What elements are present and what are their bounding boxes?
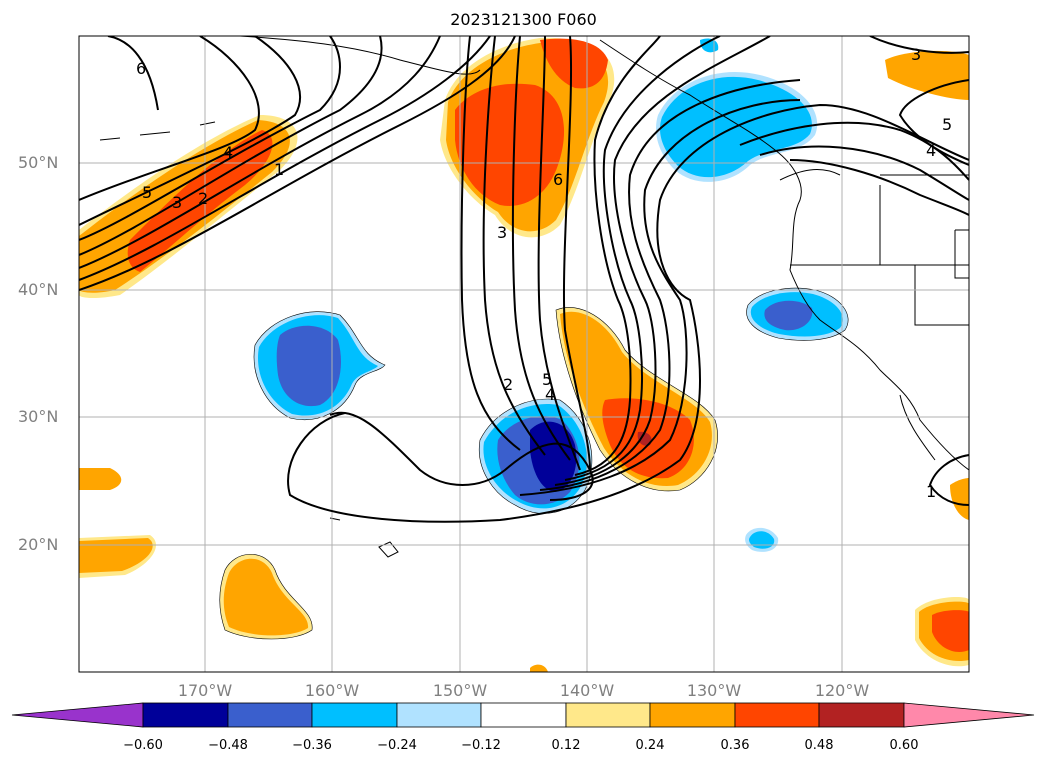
contour-label: 1 [274,160,284,179]
coastlines [99,36,969,558]
colorbar-tick-label: 0.12 [551,738,581,753]
colorbar-tick-label: 0.48 [804,738,834,753]
colorbar-segment [734,702,820,728]
latitude-label: 40°N [18,280,59,299]
longitude-label: 170°W [177,681,233,700]
colorbar-segment [396,702,482,728]
longitude-label: 120°W [814,681,870,700]
colorbar-tick-label: −0.48 [208,738,248,753]
anomaly-outlines [219,287,849,640]
contour-label: 4 [223,143,233,162]
contour-label: 6 [136,59,146,78]
graticule [79,36,969,672]
colorbar-tick-label: 0.24 [635,738,665,753]
contour-label: 1 [926,482,936,501]
colorbar-segment [480,702,567,728]
contour-label: 2 [503,375,513,394]
latitude-label: 30°N [18,407,59,426]
contour-label: 5 [542,370,552,389]
colorbar-tick-label: 0.36 [720,738,750,753]
map-frame [78,35,970,673]
colorbar-tick-label: −0.12 [461,738,501,753]
contour-label: 5 [142,183,152,202]
contour-label: 3 [497,223,507,242]
latitude-label: 20°N [18,535,59,554]
contour-label: 4 [545,385,555,404]
colorbar-segment [818,702,905,728]
colorbar-segment [311,702,398,728]
contour-label: 4 [926,141,936,160]
contour-labels: 6 5 4 3 2 1 3 6 3 2 5 4 3 5 4 1 [136,45,952,501]
colorbar-tick-label: −0.36 [292,738,332,753]
longitude-label: 140°W [559,681,615,700]
contour-label: 2 [198,189,208,208]
colorbar [11,702,1035,728]
positive-anomaly-shading [79,37,969,672]
map-title: 2023121300 F060 [450,10,597,29]
contour-label: 3 [172,193,182,212]
colorbar-tick-label: −0.24 [377,738,417,753]
colorbar-segment [649,702,736,728]
contour-label: 6 [553,170,563,189]
colorbar-segment [227,702,313,728]
height-contours [79,36,969,523]
longitude-label: 130°W [686,681,742,700]
longitude-label: 160°W [304,681,360,700]
colorbar-tick-label: 0.60 [889,738,919,753]
colorbar-tick-label: −0.60 [123,738,163,753]
colorbar-segment [903,702,1035,728]
latitude-label: 50°N [18,153,59,172]
colorbar-segment [142,702,229,728]
colorbar-segment [565,702,651,728]
longitude-label: 150°W [432,681,488,700]
contour-label: 5 [942,115,952,134]
contour-label: 3 [911,45,921,64]
colorbar-segment [11,702,144,728]
map-field: 6 5 4 3 2 1 3 6 3 2 5 4 3 5 4 1 [79,36,969,672]
